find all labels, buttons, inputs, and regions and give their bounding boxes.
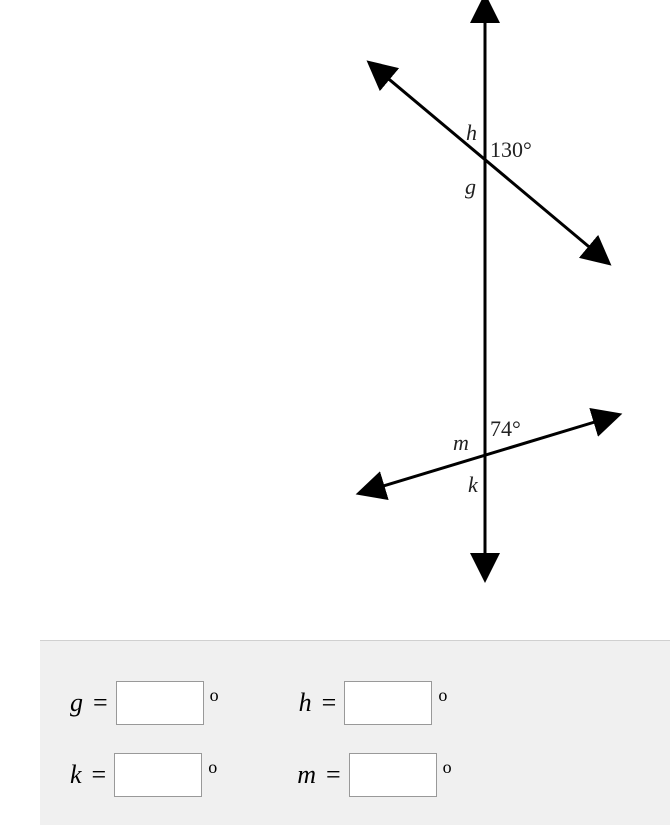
answer-m: m = o <box>297 753 451 797</box>
answer-g-input[interactable] <box>116 681 204 725</box>
answer-m-label: m <box>297 760 316 790</box>
label-angle-74: 74° <box>490 416 521 441</box>
label-h: h <box>466 120 477 145</box>
degree-symbol: o <box>438 685 447 706</box>
diagram-svg: h 130° g 74° m k <box>40 0 670 640</box>
equals-sign: = <box>326 760 341 790</box>
answer-k-input[interactable] <box>114 753 202 797</box>
equals-sign: = <box>92 760 107 790</box>
label-angle-130: 130° <box>490 137 532 162</box>
equals-sign: = <box>93 688 108 718</box>
degree-symbol: o <box>443 757 452 778</box>
equals-sign: = <box>322 688 337 718</box>
transversal-upper <box>378 70 600 256</box>
degree-symbol: o <box>208 757 217 778</box>
geometry-diagram: h 130° g 74° m k <box>40 0 670 640</box>
answer-h: h = o <box>299 681 448 725</box>
answer-g-label: g <box>70 688 83 718</box>
label-k: k <box>468 472 479 497</box>
label-m: m <box>453 430 469 455</box>
label-g: g <box>465 174 476 199</box>
answer-h-input[interactable] <box>344 681 432 725</box>
answer-panel: g = o h = o k = o m = o <box>40 640 670 825</box>
answer-row-1: g = o h = o <box>70 681 640 725</box>
answer-k-label: k <box>70 760 82 790</box>
answer-k: k = o <box>70 753 217 797</box>
degree-symbol: o <box>210 685 219 706</box>
answer-m-input[interactable] <box>349 753 437 797</box>
answer-h-label: h <box>299 688 312 718</box>
answer-row-2: k = o m = o <box>70 753 640 797</box>
transversal-lower <box>370 418 608 490</box>
answer-g: g = o <box>70 681 219 725</box>
